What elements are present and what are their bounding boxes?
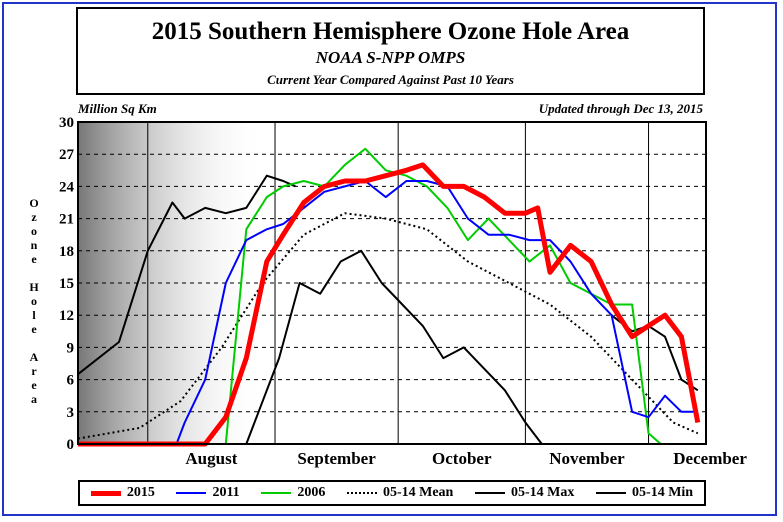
legend-label: 05-14 Mean <box>382 485 454 500</box>
legend-label: 05-14 Max <box>511 485 575 500</box>
y-axis-label-char: o <box>31 224 37 238</box>
title-box: 2015 Southern Hemisphere Ozone Hole Area… <box>76 7 705 95</box>
y-tick-label: 12 <box>59 308 74 324</box>
legend-label: 05-14 Min <box>632 485 694 500</box>
legend-swatch <box>176 492 207 494</box>
y-axis-label-char: e <box>31 378 37 392</box>
legend-swatch <box>261 492 292 494</box>
y-axis-label-char: l <box>32 308 36 322</box>
legend-item: 2006 <box>261 485 325 501</box>
y-tick-label: 30 <box>59 115 74 131</box>
legend-swatch <box>596 492 627 494</box>
series-line-05-14-min <box>78 249 698 445</box>
updated-label: Updated through Dec 13, 2015 <box>538 101 703 116</box>
legend-swatch <box>346 492 377 494</box>
series-line-05-14-mean <box>77 212 699 440</box>
legend-label: 2006 <box>297 485 326 500</box>
x-tick-label: November <box>549 449 625 468</box>
y-axis-label-char: O <box>29 196 39 210</box>
y-axis-label-char: e <box>31 252 37 266</box>
y-tick-label: 6 <box>67 373 75 389</box>
legend-swatch <box>90 490 121 496</box>
y-tick-label: 27 <box>59 147 75 163</box>
chart-subtitle: NOAA S-NPP OMPS <box>315 48 466 67</box>
y-tick-label: 9 <box>67 340 75 356</box>
series-line-2011 <box>78 180 698 445</box>
plot-area-frame <box>77 121 707 445</box>
y-tick-label: 0 <box>67 437 75 453</box>
y-tick-label: 21 <box>59 212 74 228</box>
y-axis-label-char: o <box>31 294 37 308</box>
y-axis-label-char: H <box>29 280 39 294</box>
legend-item: 05-14 Max <box>475 485 574 501</box>
y-tick-label: 3 <box>67 405 75 421</box>
legend-label: 2015 <box>126 485 155 500</box>
y-axis-label-char: r <box>31 364 37 378</box>
y-axis-label-char: A <box>29 350 39 364</box>
chart-title: 2015 Southern Hemisphere Ozone Hole Area <box>151 18 630 45</box>
series-line-05-14-max <box>77 174 296 375</box>
y-axis-label-char: e <box>31 322 37 336</box>
legend-swatch <box>475 492 505 494</box>
legend-item: 2011 <box>176 485 240 501</box>
y-tick-label: 24 <box>59 179 75 195</box>
x-tick-label: October <box>432 449 492 468</box>
x-tick-label: September <box>297 449 376 468</box>
y-tick-label: 15 <box>59 276 74 292</box>
legend: 2015 2011 2006 05-14 Mean 05-14 Max 05-14 Min <box>78 480 706 506</box>
x-tick-label: December <box>673 449 747 468</box>
outer-frame <box>2 2 777 516</box>
x-tick-label: August <box>185 449 237 468</box>
legend-item: 2015 <box>90 485 155 501</box>
ozone-chart: 0 3 6 9 12 15 18 21 24 27 30 August September October… <box>59 115 747 468</box>
y-axis-label-char: z <box>31 210 37 224</box>
legend-item: 05-14 Mean <box>346 485 454 501</box>
chart-subtitle-2: Current Year Compared Against Past 10 Ye… <box>267 72 514 87</box>
y-axis-label-char: n <box>30 238 38 252</box>
y-tick-label: 18 <box>59 244 74 260</box>
legend-label: 2011 <box>212 485 240 500</box>
y-unit-label: Million Sq Km <box>78 101 157 116</box>
legend-item: 05-14 Min <box>596 485 693 501</box>
y-axis-label-char: a <box>31 392 37 406</box>
series-line-2015 <box>78 162 701 447</box>
